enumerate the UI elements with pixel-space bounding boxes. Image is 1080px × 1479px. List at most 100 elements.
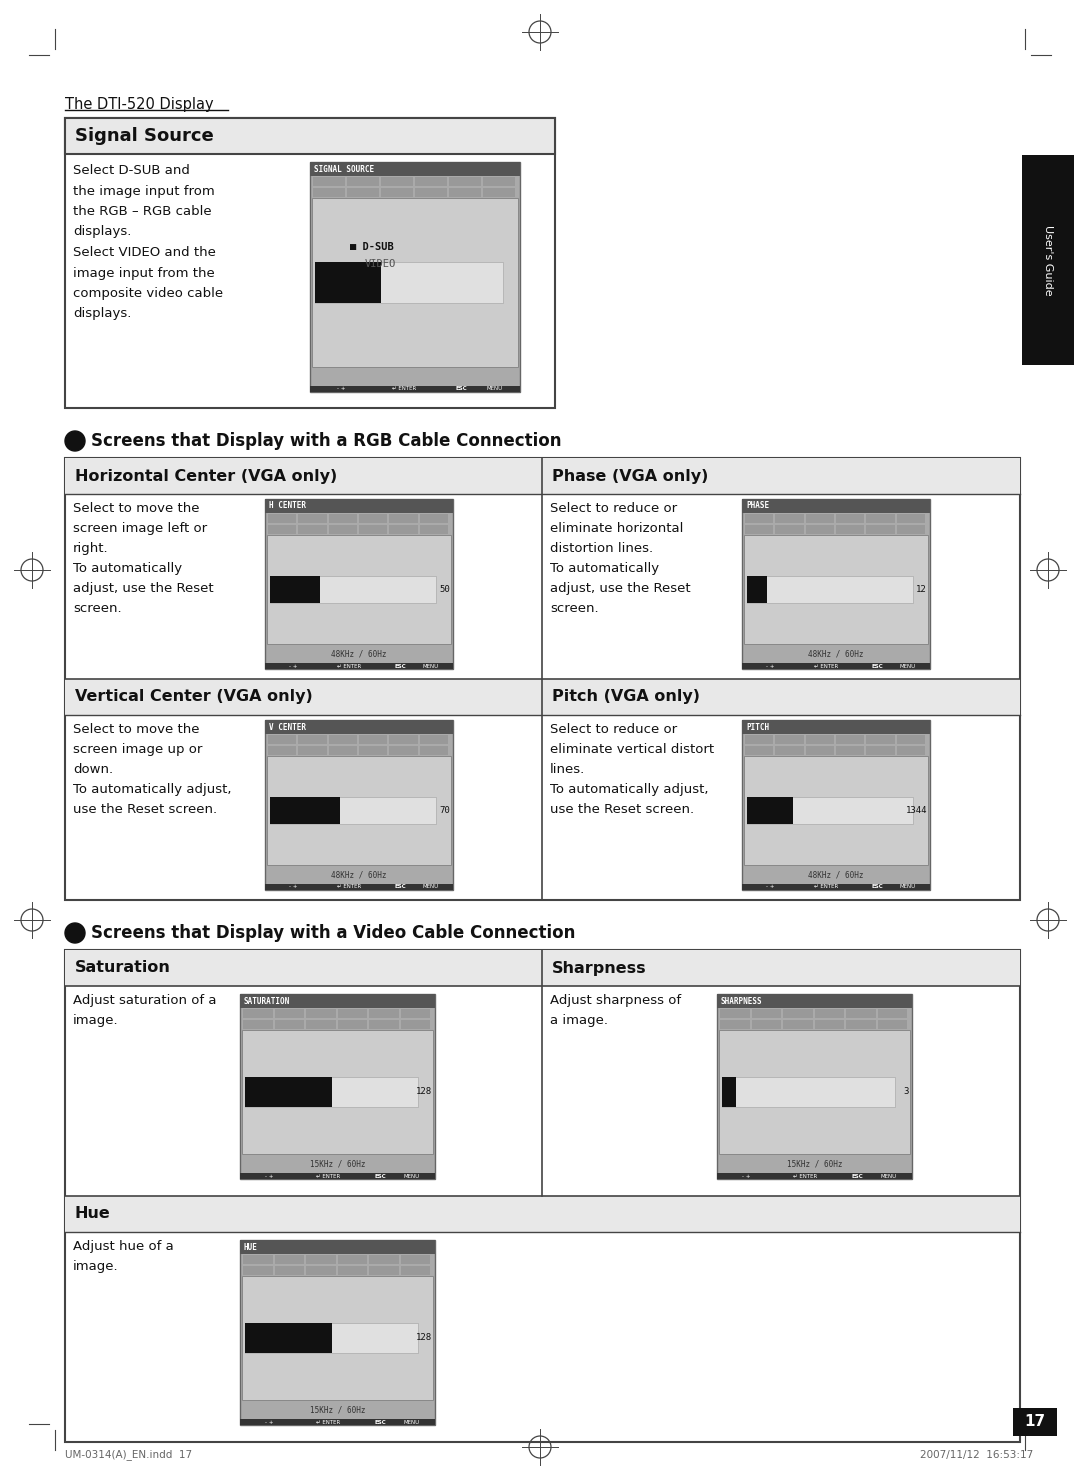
Bar bbox=[267, 756, 451, 865]
Text: 48KHz / 60Hz: 48KHz / 60Hz bbox=[808, 649, 864, 658]
Text: 128: 128 bbox=[416, 1334, 432, 1343]
Bar bbox=[242, 1029, 433, 1154]
Text: Horizontal Center (VGA only): Horizontal Center (VGA only) bbox=[75, 469, 337, 484]
Bar bbox=[369, 1021, 399, 1029]
Bar bbox=[313, 188, 345, 197]
Bar bbox=[270, 797, 436, 824]
Bar bbox=[866, 735, 894, 744]
Bar bbox=[449, 188, 481, 197]
Text: SHARPNESS: SHARPNESS bbox=[721, 997, 762, 1006]
Bar bbox=[268, 525, 296, 534]
Bar bbox=[306, 1009, 336, 1018]
Text: ↵ ENTER: ↵ ENTER bbox=[337, 884, 362, 889]
Bar bbox=[866, 745, 894, 754]
Bar bbox=[359, 735, 388, 744]
Bar bbox=[401, 1266, 430, 1275]
Bar bbox=[306, 1256, 336, 1265]
Text: 3: 3 bbox=[904, 1087, 909, 1096]
Bar bbox=[401, 1256, 430, 1265]
Bar bbox=[369, 1009, 399, 1018]
Bar bbox=[310, 386, 519, 392]
Text: ↵ ENTER: ↵ ENTER bbox=[814, 664, 839, 669]
Text: 17: 17 bbox=[1025, 1414, 1045, 1430]
Bar bbox=[245, 1077, 332, 1106]
Bar bbox=[328, 515, 357, 524]
Bar bbox=[836, 525, 864, 534]
Bar bbox=[775, 735, 804, 744]
Bar bbox=[542, 950, 1020, 986]
Text: H CENTER: H CENTER bbox=[269, 501, 306, 510]
Bar bbox=[747, 577, 767, 602]
Bar bbox=[846, 1009, 876, 1018]
Bar bbox=[265, 884, 453, 890]
Bar bbox=[720, 1009, 750, 1018]
Text: V CENTER: V CENTER bbox=[269, 723, 306, 732]
Text: ↵ ENTER: ↵ ENTER bbox=[814, 884, 839, 889]
Text: MENU: MENU bbox=[900, 884, 916, 889]
Bar bbox=[306, 1021, 336, 1029]
Text: MENU: MENU bbox=[487, 386, 503, 392]
Bar bbox=[306, 1266, 336, 1275]
Text: Select to move the
screen image up or
down.
To automatically adjust,
use the Res: Select to move the screen image up or do… bbox=[73, 723, 231, 816]
Bar bbox=[814, 1021, 843, 1029]
Bar bbox=[240, 994, 435, 1179]
Text: - +: - + bbox=[766, 884, 774, 889]
Bar bbox=[744, 535, 928, 643]
Bar bbox=[245, 1324, 418, 1353]
Bar bbox=[783, 1009, 812, 1018]
Bar bbox=[298, 515, 326, 524]
Text: Screens that Display with a RGB Cable Connection: Screens that Display with a RGB Cable Co… bbox=[91, 432, 562, 450]
Bar bbox=[65, 118, 555, 154]
Text: User's Guide: User's Guide bbox=[1043, 225, 1053, 296]
Bar bbox=[381, 177, 413, 186]
Bar bbox=[359, 745, 388, 754]
Text: - +: - + bbox=[289, 664, 297, 669]
Text: SATURATION: SATURATION bbox=[244, 997, 291, 1006]
Bar bbox=[542, 679, 1020, 714]
Bar bbox=[745, 735, 773, 744]
Text: ESC: ESC bbox=[872, 664, 883, 669]
Text: 48KHz / 60Hz: 48KHz / 60Hz bbox=[332, 871, 387, 880]
Bar bbox=[717, 1173, 912, 1179]
Bar bbox=[814, 1009, 843, 1018]
Bar bbox=[270, 577, 436, 602]
Circle shape bbox=[65, 923, 85, 944]
Bar bbox=[65, 950, 1020, 1442]
Bar bbox=[389, 525, 418, 534]
Text: Adjust saturation of a
image.: Adjust saturation of a image. bbox=[73, 994, 216, 1026]
Bar bbox=[742, 720, 930, 734]
Text: Select to move the
screen image left or
right.
To automatically
adjust, use the : Select to move the screen image left or … bbox=[73, 501, 214, 615]
Bar bbox=[315, 262, 381, 303]
Bar bbox=[742, 884, 930, 890]
Bar bbox=[268, 515, 296, 524]
Text: MENU: MENU bbox=[900, 664, 916, 669]
Bar bbox=[449, 177, 481, 186]
Bar bbox=[717, 994, 912, 1179]
Bar bbox=[312, 198, 518, 367]
Text: Vertical Center (VGA only): Vertical Center (VGA only) bbox=[75, 689, 313, 704]
Bar bbox=[744, 756, 928, 865]
Bar bbox=[240, 1239, 435, 1254]
Bar bbox=[806, 735, 834, 744]
Text: VIDEO: VIDEO bbox=[365, 259, 396, 269]
Text: SIGNAL SOURCE: SIGNAL SOURCE bbox=[314, 164, 374, 173]
Text: MENU: MENU bbox=[880, 1173, 896, 1179]
Bar bbox=[298, 735, 326, 744]
Text: 1344: 1344 bbox=[905, 806, 927, 815]
Bar bbox=[877, 1009, 907, 1018]
Text: Screens that Display with a Video Cable Connection: Screens that Display with a Video Cable … bbox=[91, 924, 576, 942]
Bar bbox=[420, 745, 448, 754]
Bar bbox=[240, 1418, 435, 1424]
Bar bbox=[243, 1021, 272, 1029]
Text: 70: 70 bbox=[440, 806, 450, 815]
Bar bbox=[274, 1021, 303, 1029]
Bar bbox=[742, 498, 930, 513]
Text: Adjust sharpness of
a image.: Adjust sharpness of a image. bbox=[550, 994, 681, 1026]
Bar bbox=[483, 177, 515, 186]
Bar bbox=[240, 1173, 435, 1179]
Bar bbox=[265, 498, 453, 669]
Bar bbox=[245, 1077, 418, 1106]
Bar bbox=[752, 1021, 781, 1029]
Bar bbox=[381, 188, 413, 197]
Bar bbox=[245, 1324, 332, 1353]
